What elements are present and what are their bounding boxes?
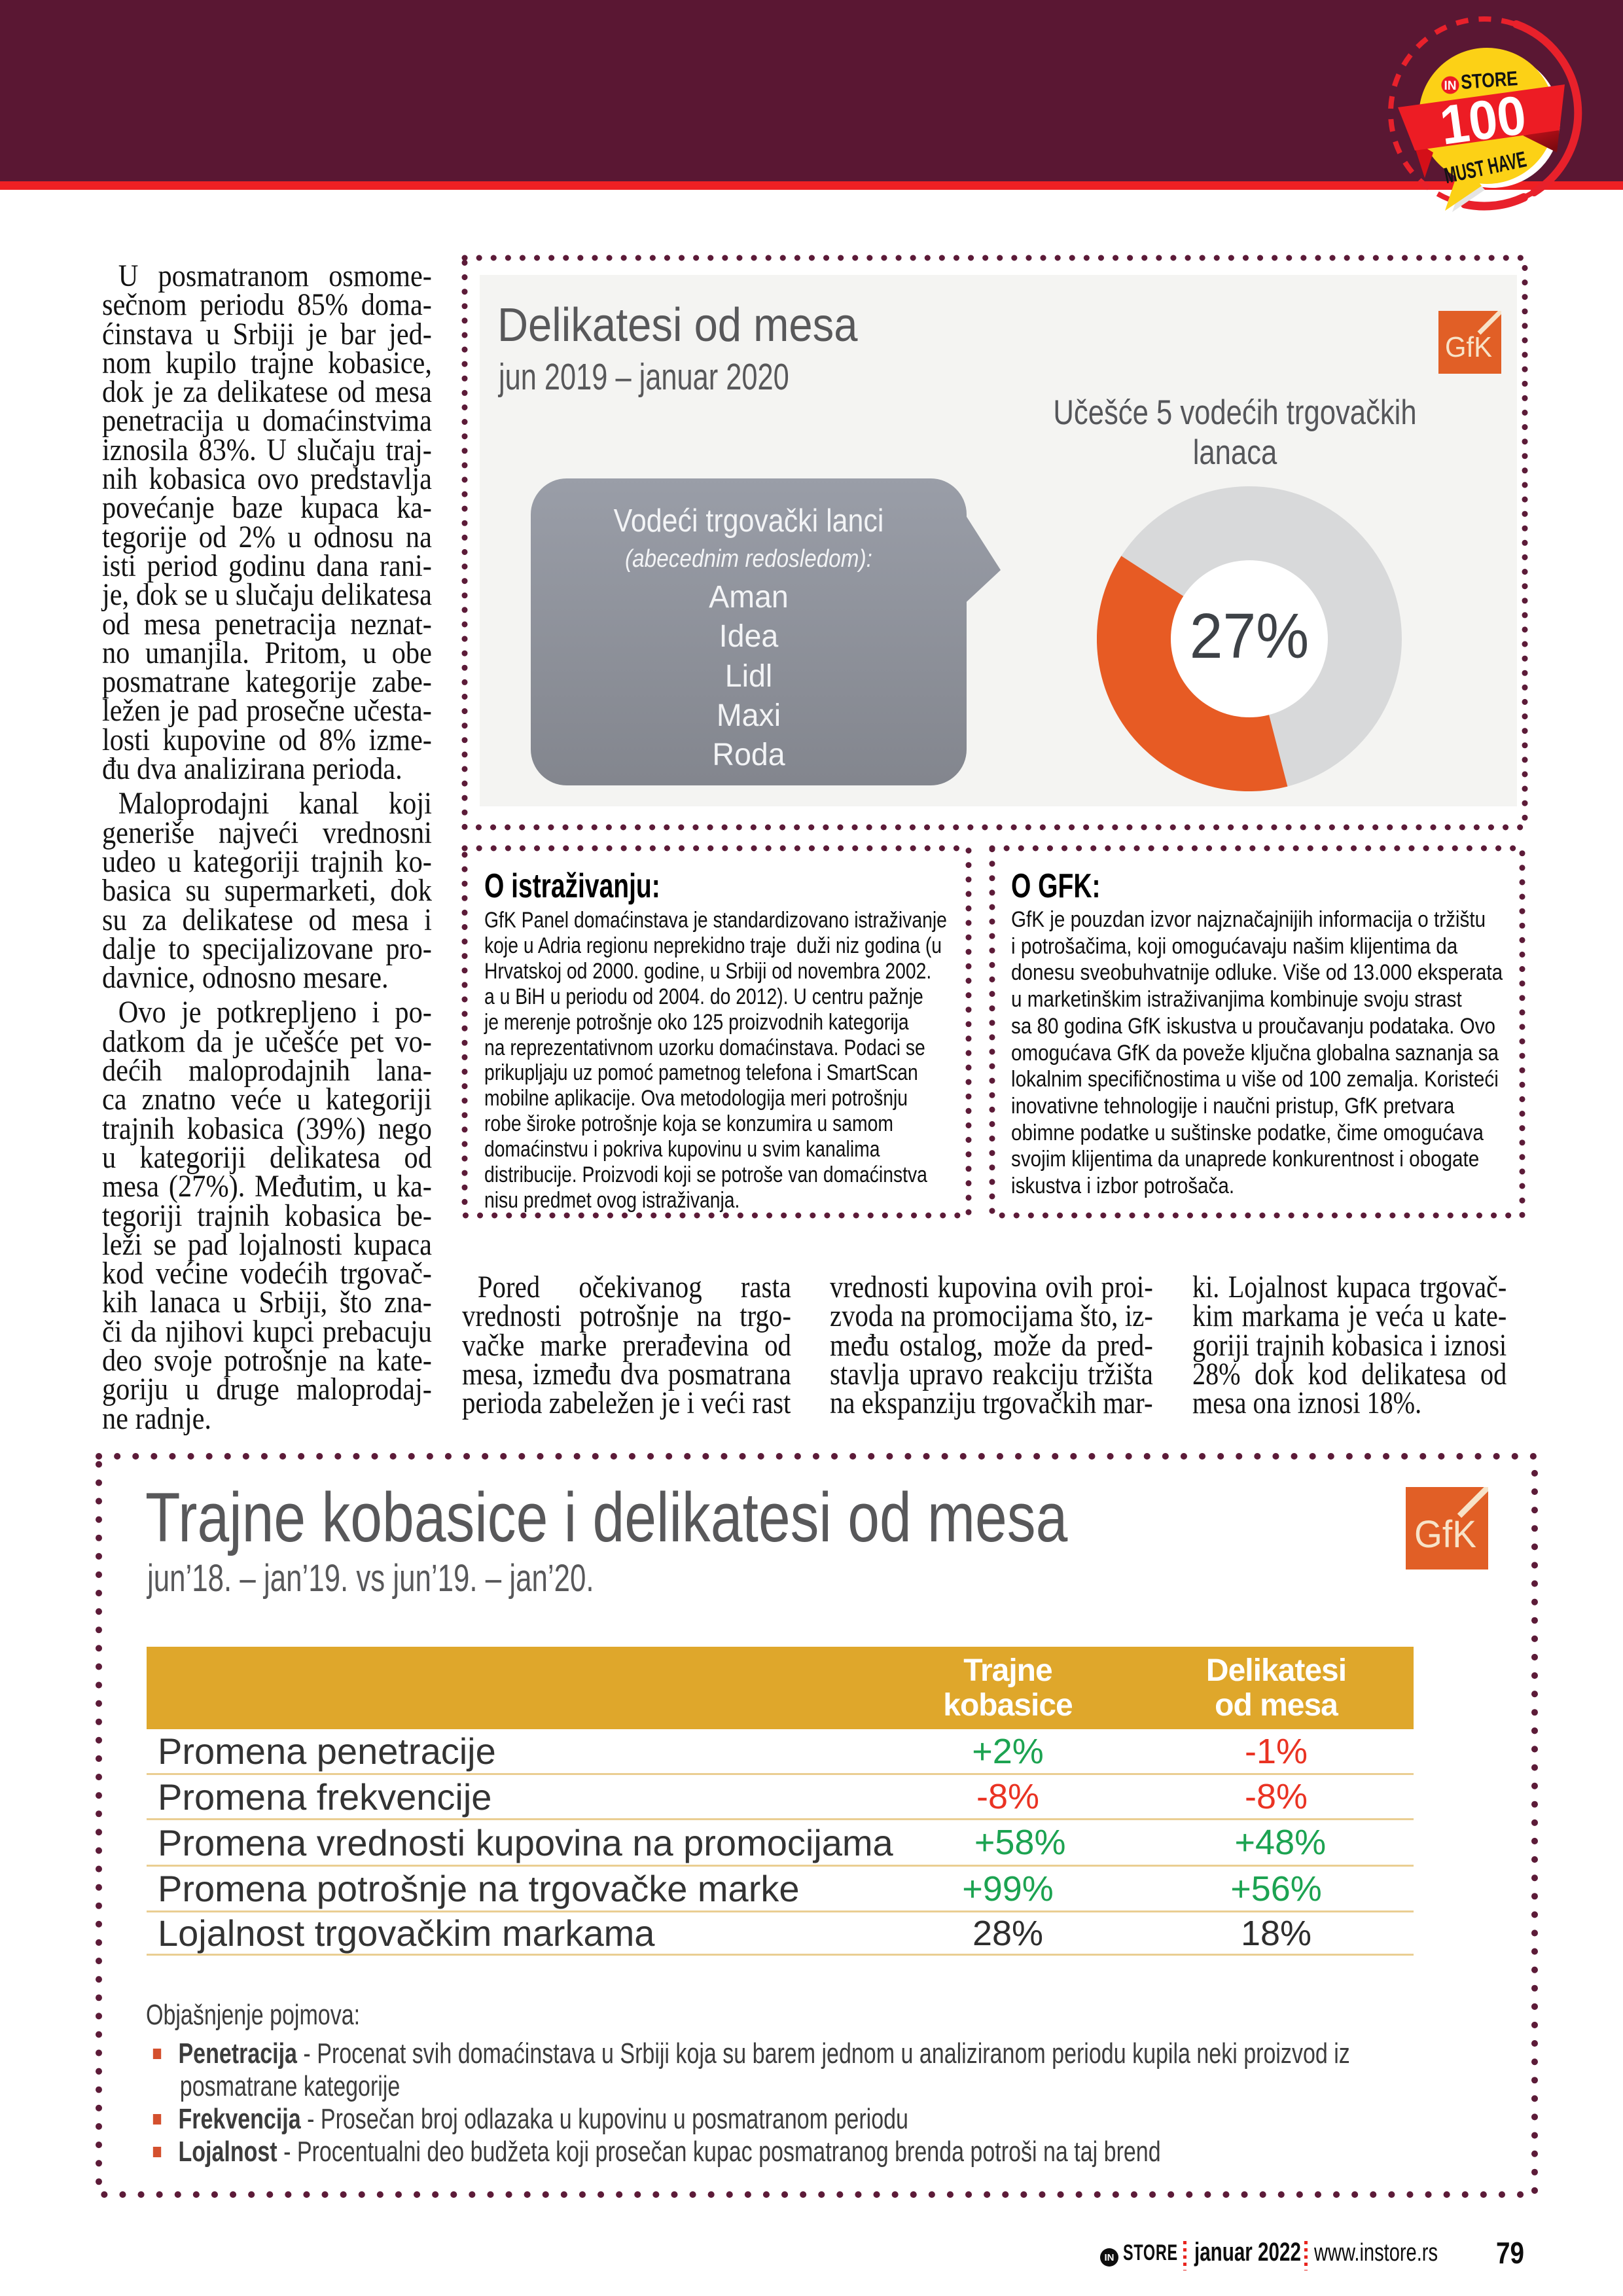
svg-text:100: 100 (1436, 84, 1530, 156)
svg-text:IN: IN (1444, 79, 1457, 93)
svg-text:GfK: GfK (1445, 331, 1492, 363)
svg-text:GfK: GfK (1414, 1513, 1476, 1556)
svg-text:STORE: STORE (1460, 67, 1518, 94)
